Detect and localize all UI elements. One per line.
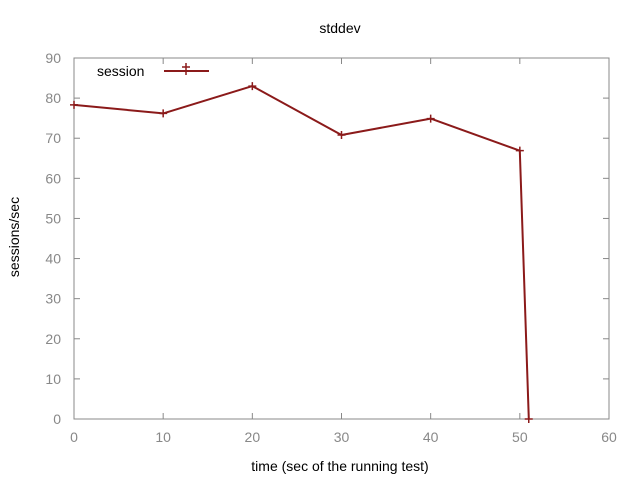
x-tick-label: 40 — [423, 429, 439, 445]
x-tick-label: 0 — [70, 429, 78, 445]
series-line-session — [73, 85, 530, 420]
x-tick-label: 50 — [512, 429, 528, 445]
x-axis-ticks: 0 10 20 30 40 50 60 — [70, 58, 617, 445]
legend: session — [97, 63, 209, 79]
data-point — [248, 82, 257, 91]
y-tick-label: 20 — [45, 331, 61, 347]
data-point — [524, 415, 533, 423]
data-point — [337, 131, 346, 140]
legend-label: session — [97, 63, 144, 79]
data-point — [70, 100, 78, 109]
y-tick-label: 10 — [45, 371, 61, 387]
y-tick-label: 0 — [53, 411, 61, 427]
x-tick-label: 10 — [155, 429, 171, 445]
data-point — [515, 146, 524, 155]
x-axis-label: time (sec of the running test) — [251, 458, 428, 474]
x-tick-label: 60 — [601, 429, 617, 445]
y-tick-label: 90 — [45, 50, 61, 66]
legend-marker — [182, 63, 190, 75]
y-axis-label: sessions/sec — [6, 197, 22, 277]
x-tick-label: 20 — [245, 429, 261, 445]
chart-title: stddev — [319, 20, 360, 36]
y-tick-label: 60 — [45, 170, 61, 186]
series-layer — [70, 82, 533, 423]
y-tick-label: 30 — [45, 291, 61, 307]
x-tick-label: 30 — [334, 429, 350, 445]
y-tick-label: 50 — [45, 210, 61, 226]
y-tick-label: 80 — [45, 90, 61, 106]
y-tick-label: 40 — [45, 251, 61, 267]
y-tick-label: 70 — [45, 130, 61, 146]
data-point — [159, 109, 168, 118]
y-axis-ticks: 0 10 20 30 40 50 60 70 80 90 — [45, 50, 609, 427]
data-point — [426, 114, 435, 123]
